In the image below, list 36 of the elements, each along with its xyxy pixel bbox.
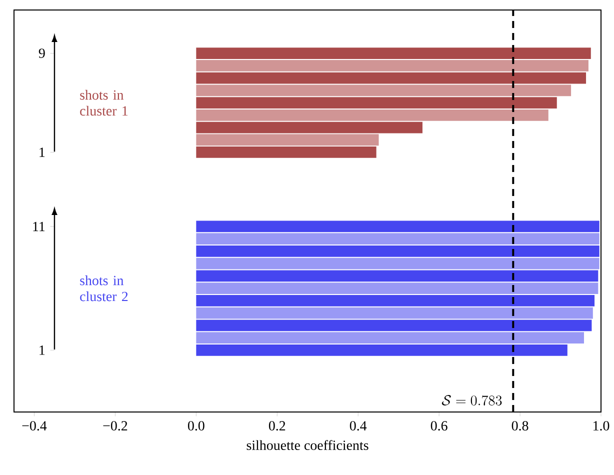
bar — [196, 97, 557, 108]
x-axis-title: silhouette coefficients — [246, 440, 368, 450]
bar — [196, 146, 376, 158]
x-tick-label: 0.4 — [350, 421, 367, 431]
bar — [196, 60, 588, 72]
x-tick-label: 1.0 — [594, 421, 610, 431]
bar — [196, 344, 568, 356]
bar — [196, 220, 600, 232]
text: shots in cluster 2 — [80, 275, 128, 302]
y-tick-label: 1 — [40, 346, 45, 355]
bar — [196, 122, 422, 134]
bar — [196, 294, 595, 306]
x-tick-label: −0.2 — [103, 421, 128, 431]
x-tick-label: −0.4 — [22, 421, 47, 431]
bar — [196, 307, 593, 319]
bar — [196, 134, 379, 146]
bar — [196, 282, 598, 294]
ref-line-label: $\mathcal{S}=0.783$ — [442, 395, 502, 406]
y-tick-label: 11 — [33, 222, 45, 232]
bar — [196, 270, 598, 282]
y-tick-label: 1 — [40, 148, 45, 157]
bar — [196, 332, 584, 344]
bar — [196, 233, 600, 245]
bar — [196, 84, 572, 96]
x-tick-label: 0.0 — [188, 421, 204, 431]
bar — [196, 109, 548, 121]
text: shots in cluster 1 — [80, 90, 128, 116]
x-tick-label: 0.6 — [430, 421, 448, 431]
bar — [196, 246, 600, 257]
bar — [196, 48, 591, 59]
x-tick-label: 0.2 — [268, 421, 286, 431]
bar — [196, 258, 600, 270]
bar — [196, 320, 592, 332]
y-tick-label: 9 — [38, 48, 45, 58]
bar — [196, 72, 586, 84]
x-tick-label: 0.8 — [512, 421, 528, 431]
